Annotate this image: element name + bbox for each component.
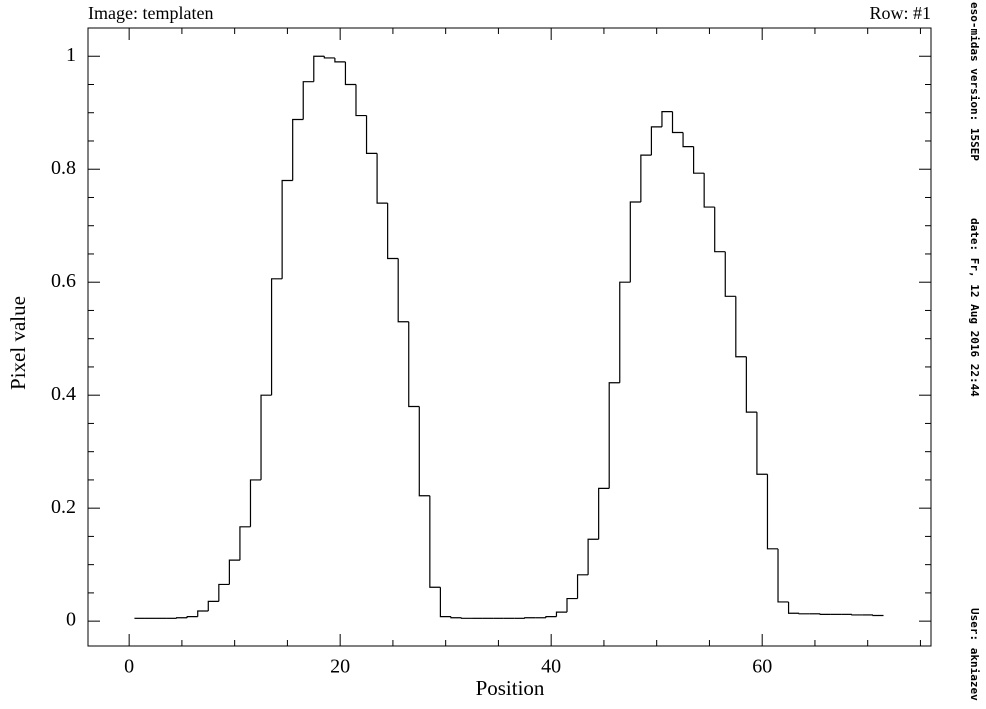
step [787,601,800,614]
step [260,394,272,480]
y-tick-label: 0.6 [51,270,76,292]
step [756,412,768,475]
step [703,173,715,208]
x-tick-label: 60 [752,656,772,678]
step [281,179,293,279]
step [819,613,831,615]
step [566,597,578,613]
step [629,201,641,283]
side-text: date: Fr, 12 Aug 2016 22:44 [968,218,981,397]
step [671,111,684,134]
y-tick-label: 0.4 [51,383,76,405]
step [872,614,884,617]
step [524,617,536,619]
step [313,55,325,82]
step [429,495,441,588]
step [344,61,356,86]
step [292,118,304,181]
step [735,296,747,358]
step [450,616,462,619]
step [197,610,209,617]
step [176,617,188,619]
step [228,559,240,585]
step [239,526,251,561]
y-tick-label: 0.2 [51,496,76,518]
y-tick-label: 1 [66,44,76,66]
step [323,56,335,59]
image-label: Image: templaten [88,3,213,23]
side-text: User: akniazev [968,608,981,701]
step [418,406,430,497]
step [207,600,219,611]
step [745,356,757,413]
plot-frame [87,27,932,647]
step [218,583,230,602]
step [460,617,473,619]
step [576,574,589,599]
y-tick-label: 0.8 [51,157,76,179]
x-tick-label: 40 [541,656,561,678]
x-tick-label: 0 [124,656,134,678]
step [387,203,399,260]
step [682,132,694,148]
step [439,587,451,618]
step [365,115,378,155]
y-axis-label: Pixel value [6,296,30,390]
step [270,278,283,396]
step [661,111,673,127]
step [545,616,557,618]
step [798,613,810,615]
step [714,207,726,253]
step [249,479,262,527]
y-tick-label: 0 [66,609,76,631]
step [598,487,610,540]
side-text: eso-midas version: 15SEP [968,2,981,161]
step [397,258,409,323]
step [334,57,346,63]
step [302,81,314,120]
x-axis-label: Position [476,676,545,700]
step [408,321,420,408]
step [693,146,705,174]
row-label: Row: #1 [869,3,931,23]
step [608,382,620,489]
step [766,474,779,550]
step [777,548,789,603]
step [650,126,662,156]
step [355,84,367,117]
step [619,281,631,383]
step [555,611,568,617]
step [851,614,863,616]
step [376,153,388,204]
step [724,251,736,297]
step [640,154,652,202]
step [587,538,599,575]
x-tick-label: 20 [330,656,350,678]
step [186,616,198,618]
